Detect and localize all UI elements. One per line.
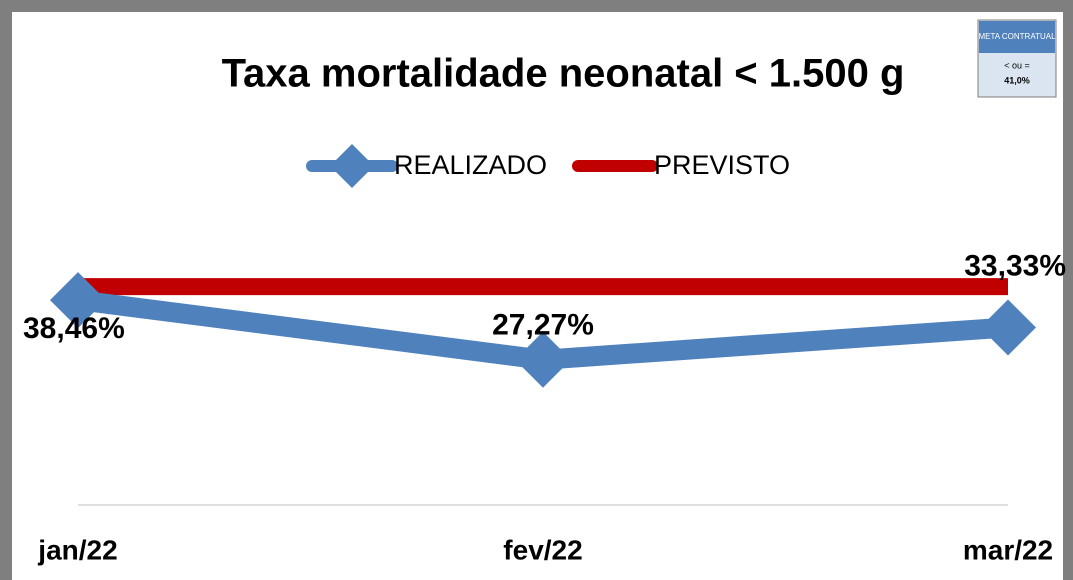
- x-tick-label: fev/22: [503, 534, 582, 565]
- legend-marker: [330, 144, 374, 188]
- x-tick-label: mar/22: [963, 534, 1053, 565]
- chart-title: Taxa mortalidade neonatal < 1.500 g: [222, 52, 905, 96]
- data-label: 33,33%: [964, 249, 1066, 282]
- meta-value: 41,0%: [1004, 75, 1030, 85]
- data-label: 38,46%: [23, 312, 125, 345]
- point-marker: [515, 331, 571, 388]
- x-tick-label: jan/22: [37, 534, 117, 565]
- legend-label: PREVISTO: [654, 150, 790, 180]
- point-marker: [50, 272, 106, 329]
- meta-text: < ou =: [1004, 60, 1030, 70]
- data-label: 27,27%: [492, 309, 594, 342]
- meta-title: META CONTRATUAL: [978, 32, 1056, 41]
- meta-box-header: [979, 21, 1055, 53]
- legend-label: REALIZADO: [394, 150, 547, 180]
- chart-area: [12, 12, 1063, 580]
- point-marker: [980, 299, 1036, 356]
